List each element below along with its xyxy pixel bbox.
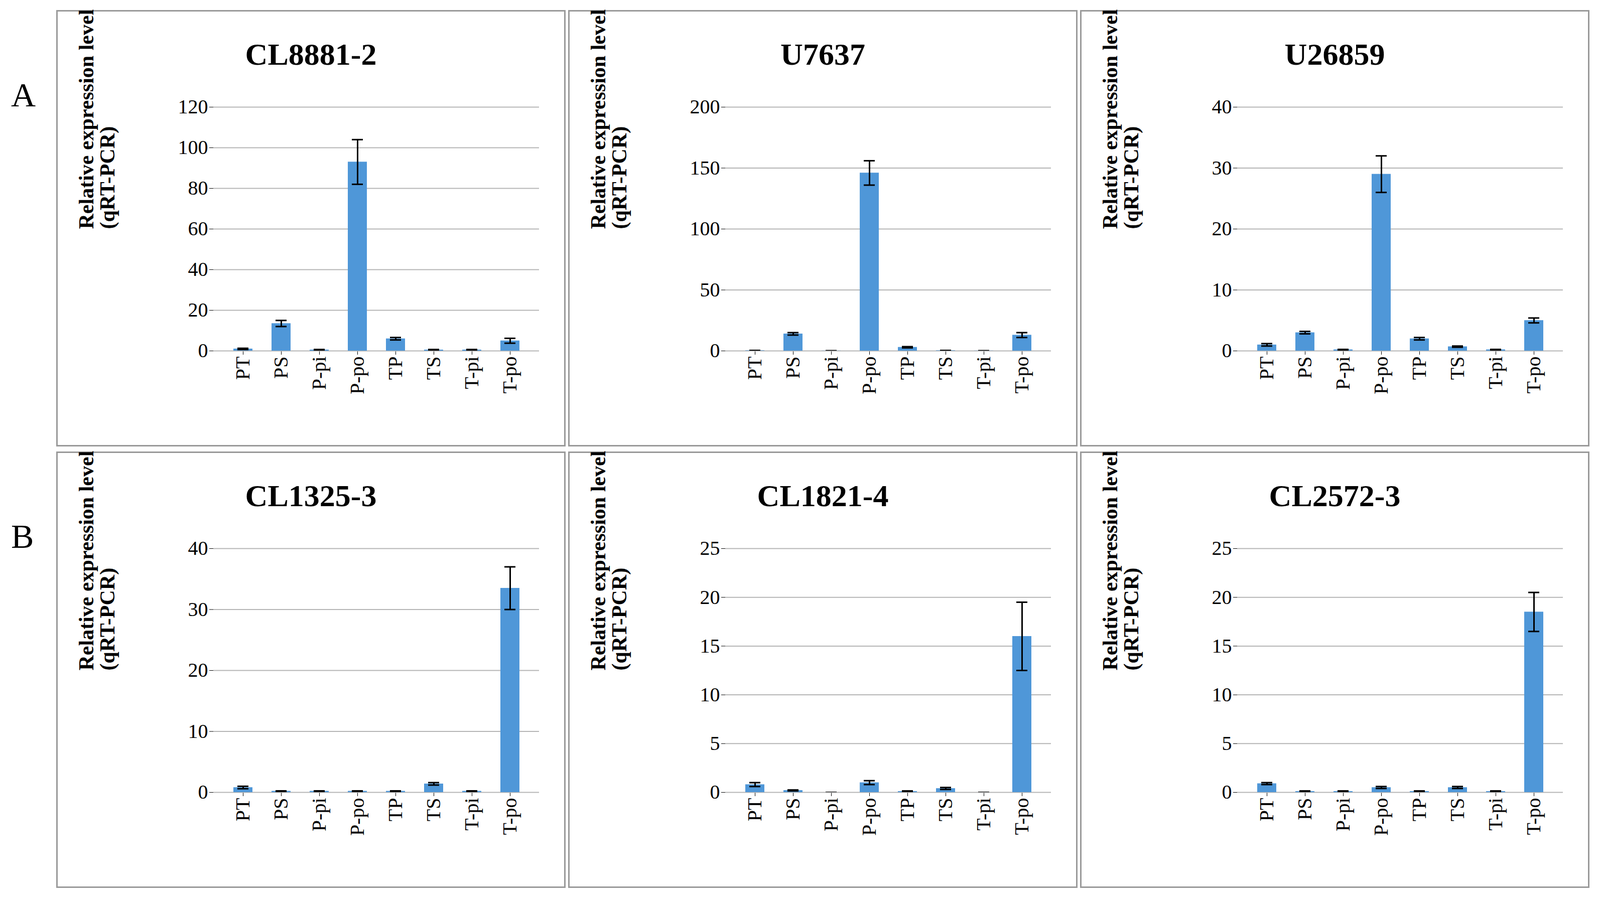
svg-text:PT: PT: [743, 798, 766, 823]
svg-text:P-po: P-po: [857, 798, 881, 837]
svg-text:0: 0: [710, 339, 721, 362]
svg-text:10: 10: [700, 683, 721, 707]
svg-text:TS: TS: [422, 356, 445, 381]
svg-text:5: 5: [710, 732, 721, 755]
svg-text:P-po: P-po: [345, 798, 369, 837]
svg-text:T-pi: T-pi: [460, 798, 483, 832]
svg-text:40: 40: [1212, 95, 1233, 118]
html-text:A: A: [11, 75, 36, 114]
svg-text:20: 20: [188, 298, 209, 322]
svg-text:PT: PT: [231, 798, 254, 823]
svg-text:20: 20: [188, 658, 209, 682]
svg-text:TS: TS: [422, 798, 445, 823]
svg-text:T-pi: T-pi: [460, 356, 483, 390]
svg-text:P-po: P-po: [857, 356, 881, 395]
svg-text:P-po: P-po: [345, 356, 369, 395]
svg-text:0: 0: [198, 339, 209, 362]
html-text:CL1325-3: CL1325-3: [245, 478, 377, 513]
svg-text:PT: PT: [1255, 798, 1278, 823]
svg-text:T-po: T-po: [1010, 798, 1033, 836]
svg-text:P-pi: P-pi: [819, 356, 843, 391]
svg-text:P-pi: P-pi: [819, 798, 843, 833]
svg-text:P-pi: P-pi: [307, 356, 331, 391]
svg-text:40: 40: [188, 537, 209, 560]
svg-text:PT: PT: [231, 356, 254, 381]
svg-text:150: 150: [690, 156, 721, 180]
svg-text:Relative expression level(qRT-: Relative expression level(qRT-PCR): [1098, 9, 1144, 230]
svg-text:Relative expression level(qRT-: Relative expression level(qRT-PCR): [1098, 451, 1144, 672]
svg-text:10: 10: [188, 720, 209, 743]
svg-text:P-po: P-po: [1369, 356, 1393, 395]
html-text:CL2572-3: CL2572-3: [1269, 478, 1401, 513]
svg-text:25: 25: [700, 537, 721, 560]
svg-text:PS: PS: [781, 798, 805, 822]
svg-text:PT: PT: [743, 356, 766, 381]
svg-text:30: 30: [188, 598, 209, 621]
svg-text:TP: TP: [1407, 798, 1431, 823]
svg-text:TP: TP: [895, 356, 919, 381]
svg-text:0: 0: [1222, 780, 1233, 804]
svg-text:Relative expression level(qRT-: Relative expression level(qRT-PCR): [586, 451, 632, 672]
svg-text:40: 40: [188, 257, 209, 281]
svg-text:T-pi: T-pi: [1484, 798, 1507, 832]
svg-text:80: 80: [188, 176, 209, 200]
svg-text:0: 0: [710, 780, 721, 804]
html-text:CL1821-4: CL1821-4: [757, 478, 889, 513]
svg-text:TS: TS: [1445, 798, 1469, 823]
svg-text:T-po: T-po: [1010, 356, 1033, 394]
svg-text:T-pi: T-pi: [1484, 356, 1507, 390]
svg-text:60: 60: [188, 217, 209, 240]
svg-text:T-pi: T-pi: [972, 356, 995, 390]
svg-text:25: 25: [1212, 537, 1233, 560]
svg-text:Relative expression level(qRT-: Relative expression level(qRT-PCR): [74, 451, 120, 672]
svg-text:5: 5: [1222, 732, 1233, 755]
svg-text:TP: TP: [895, 798, 919, 823]
svg-text:TS: TS: [1445, 356, 1469, 381]
svg-text:T-po: T-po: [498, 798, 521, 836]
svg-text:100: 100: [690, 217, 721, 240]
svg-text:200: 200: [690, 95, 721, 118]
svg-text:T-po: T-po: [1522, 356, 1545, 394]
svg-text:15: 15: [700, 634, 721, 658]
svg-text:P-pi: P-pi: [1331, 798, 1355, 833]
svg-text:50: 50: [700, 278, 721, 302]
svg-text:PS: PS: [269, 356, 293, 380]
svg-text:15: 15: [1212, 634, 1233, 658]
svg-text:10: 10: [1212, 683, 1233, 707]
svg-text:PS: PS: [1293, 798, 1316, 822]
svg-text:0: 0: [1222, 339, 1233, 362]
html-text:CL8881-2: CL8881-2: [245, 37, 377, 72]
svg-text:20: 20: [700, 586, 721, 609]
svg-text:120: 120: [178, 95, 209, 118]
html-text:U26859: U26859: [1284, 37, 1385, 72]
svg-text:TP: TP: [1407, 356, 1431, 381]
svg-text:100: 100: [178, 136, 209, 159]
svg-text:20: 20: [1212, 586, 1233, 609]
svg-text:PS: PS: [781, 356, 805, 380]
svg-text:TP: TP: [383, 356, 407, 381]
svg-text:T-pi: T-pi: [972, 798, 995, 832]
svg-text:PT: PT: [1255, 356, 1278, 381]
svg-text:P-po: P-po: [1369, 798, 1393, 837]
svg-text:P-pi: P-pi: [1331, 356, 1355, 391]
html-text:B: B: [11, 517, 34, 556]
svg-text:T-po: T-po: [498, 356, 521, 394]
svg-text:30: 30: [1212, 156, 1233, 180]
svg-text:T-po: T-po: [1522, 798, 1545, 836]
svg-text:Relative expression level(qRT-: Relative expression level(qRT-PCR): [74, 9, 120, 230]
svg-text:20: 20: [1212, 217, 1233, 240]
svg-text:TS: TS: [934, 356, 957, 381]
svg-text:P-pi: P-pi: [307, 798, 331, 833]
html-text:U7637: U7637: [780, 37, 866, 72]
svg-text:PS: PS: [1293, 356, 1316, 380]
svg-text:0: 0: [198, 780, 209, 804]
svg-text:TS: TS: [934, 798, 957, 823]
svg-text:PS: PS: [269, 798, 293, 822]
svg-text:10: 10: [1212, 278, 1233, 302]
svg-text:Relative expression level(qRT-: Relative expression level(qRT-PCR): [586, 9, 632, 230]
svg-text:TP: TP: [383, 798, 407, 823]
